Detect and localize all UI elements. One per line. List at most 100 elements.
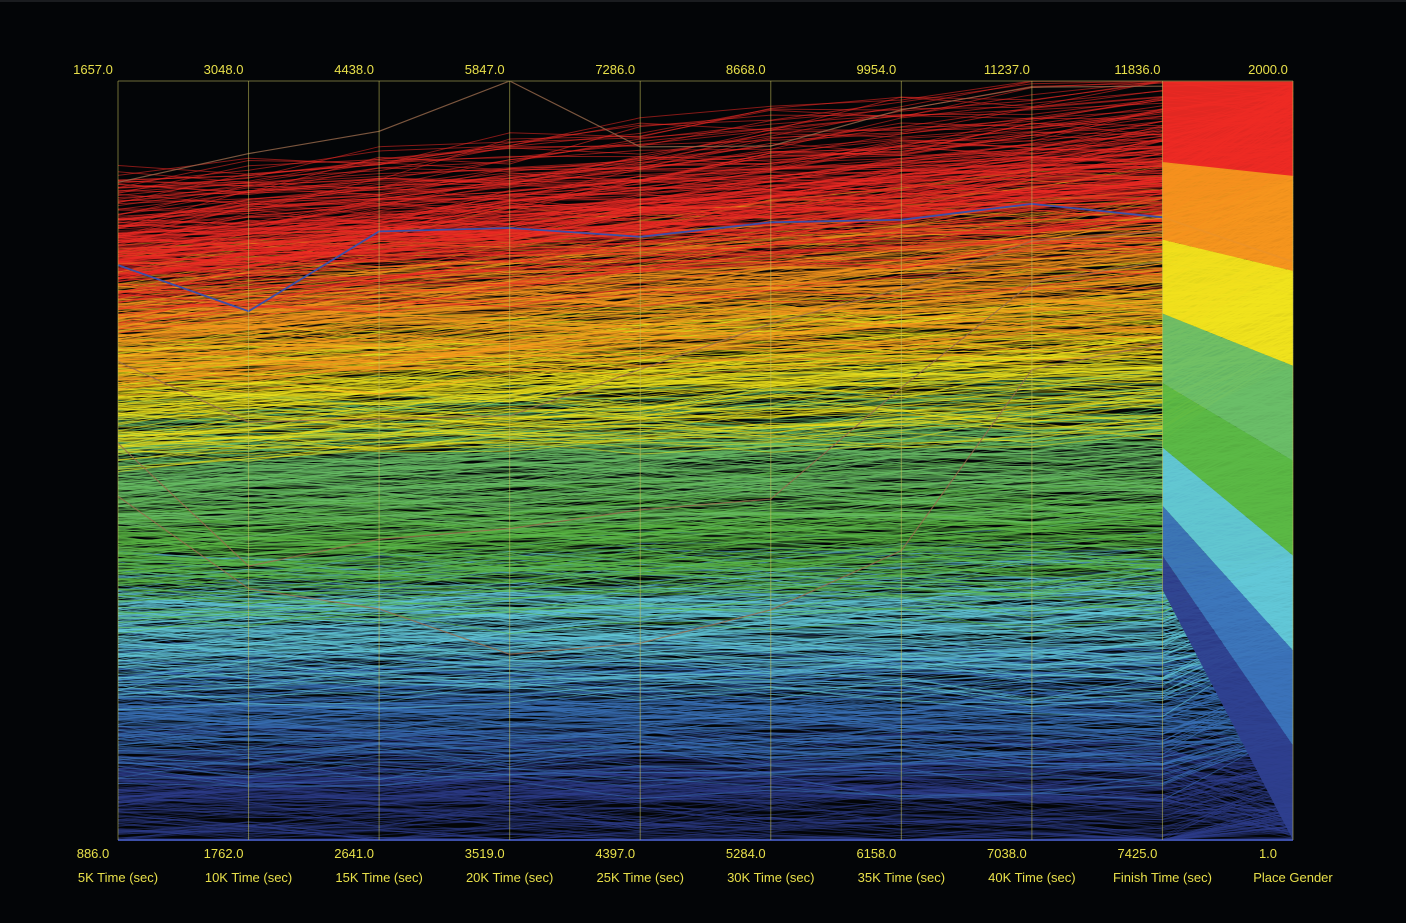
record-polyline <box>117 722 1294 785</box>
record-polyline <box>117 506 1294 556</box>
record-polyline <box>117 348 1294 461</box>
record-polyline <box>117 779 1294 799</box>
record-polyline <box>117 773 1294 817</box>
highlighted-polyline <box>117 202 1294 313</box>
record-polyline <box>117 780 1294 835</box>
axis-max-label: 2000.0 <box>1248 62 1288 77</box>
record-polyline <box>117 329 1294 453</box>
axis-max-label: 8668.0 <box>726 62 766 77</box>
record-polyline <box>117 91 1294 255</box>
record-polyline <box>117 523 1294 586</box>
record-polyline <box>117 589 1294 660</box>
record-polyline <box>117 819 1294 841</box>
record-polyline <box>117 86 1294 228</box>
record-polyline <box>117 181 1294 318</box>
record-polyline <box>117 455 1294 524</box>
record-polyline <box>117 87 1294 205</box>
record-polyline <box>117 460 1294 560</box>
axis-max-label: 11237.0 <box>984 62 1030 77</box>
record-polyline <box>117 253 1294 381</box>
place-band <box>1162 313 1293 461</box>
record-polyline <box>117 800 1294 830</box>
record-polyline <box>117 781 1294 841</box>
record-polyline <box>117 287 1294 417</box>
record-polyline <box>117 88 1294 241</box>
axis-min-label: 6158.0 <box>856 846 896 861</box>
record-polyline <box>117 377 1294 486</box>
record-polyline <box>117 436 1294 522</box>
record-polyline <box>117 439 1294 534</box>
record-polyline <box>117 729 1294 800</box>
record-polyline <box>117 795 1294 827</box>
record-polyline <box>117 695 1294 748</box>
record-polyline <box>117 777 1294 834</box>
record-polyline <box>117 806 1294 824</box>
record-polyline <box>117 762 1294 802</box>
record-polyline <box>117 154 1294 283</box>
record-polyline <box>117 93 1294 272</box>
axis-min-label: 4397.0 <box>595 846 635 861</box>
record-polyline <box>117 808 1294 833</box>
record-polyline <box>117 88 1294 243</box>
record-polyline <box>117 727 1294 774</box>
record-polyline <box>117 217 1294 356</box>
record-polyline <box>117 788 1294 835</box>
place-band <box>1162 447 1293 651</box>
record-polyline <box>117 462 1294 525</box>
record-polyline <box>117 520 1294 603</box>
record-polyline <box>117 239 1294 363</box>
axis-max-label: 9954.0 <box>856 62 896 77</box>
record-polyline <box>117 758 1294 806</box>
record-polyline <box>117 627 1294 685</box>
record-polyline <box>117 480 1294 565</box>
record-polyline <box>117 323 1294 448</box>
record-polyline <box>117 522 1294 593</box>
record-polyline <box>117 446 1294 525</box>
axis-max-label: 5847.0 <box>465 62 505 77</box>
record-polyline <box>117 781 1294 818</box>
record-polyline <box>117 505 1294 579</box>
record-polyline <box>117 309 1294 390</box>
record-polyline <box>117 330 1294 439</box>
record-polyline <box>117 158 1294 324</box>
record-polyline <box>117 789 1294 815</box>
record-polyline <box>117 278 1294 385</box>
axis-max-label: 7286.0 <box>595 62 635 77</box>
record-polyline <box>117 182 1294 331</box>
record-polyline <box>117 89 1294 267</box>
record-polyline <box>117 674 1294 755</box>
record-polyline <box>117 104 1294 276</box>
place-band <box>1162 383 1293 556</box>
record-polyline <box>117 346 1294 443</box>
record-polyline <box>117 761 1294 824</box>
record-polyline <box>117 751 1294 809</box>
axis-labels-layer: 1657.0 886.0 5K Time (sec) 3048.0 1762.0 10K … <box>73 62 1333 885</box>
record-polyline <box>117 97 1294 239</box>
record-polyline <box>117 601 1294 668</box>
place-band <box>1162 239 1293 366</box>
axis-name-label: 25K Time (sec) <box>597 870 684 885</box>
record-polyline <box>117 627 1294 707</box>
record-polyline <box>117 787 1294 828</box>
record-polyline <box>117 370 1294 465</box>
record-polyline <box>117 465 1294 551</box>
record-polyline <box>117 426 1294 537</box>
record-polyline <box>117 269 1294 395</box>
record-polyline <box>117 281 1294 415</box>
record-polyline <box>117 167 1294 280</box>
record-polyline <box>117 771 1294 807</box>
outlier-polyline <box>117 342 1294 655</box>
record-polyline <box>117 737 1294 778</box>
record-polyline <box>117 277 1294 410</box>
record-polyline <box>117 400 1294 497</box>
record-polyline <box>117 784 1294 808</box>
record-polyline <box>117 778 1294 833</box>
record-polyline <box>117 258 1294 393</box>
record-polyline <box>117 562 1294 645</box>
record-polyline <box>117 318 1294 437</box>
record-polyline <box>117 442 1294 544</box>
record-polyline <box>117 524 1294 583</box>
record-polyline <box>117 427 1294 515</box>
polyline-layer <box>117 80 1294 841</box>
